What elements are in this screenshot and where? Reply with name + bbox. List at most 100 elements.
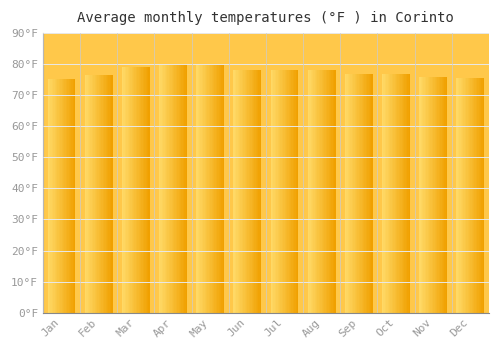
Bar (278, 70, 279, 313)
Bar (349, 74, 350, 313)
Bar (72, 79, 74, 313)
Bar (166, 64, 168, 313)
Bar (327, 70, 328, 313)
Bar (399, 74, 400, 313)
Bar (242, 70, 243, 313)
Bar (294, 70, 296, 313)
Bar (320, 70, 322, 313)
Bar (183, 64, 184, 313)
Bar (250, 70, 252, 313)
Bar (172, 64, 173, 313)
Bar (466, 78, 468, 313)
Bar (446, 77, 447, 313)
Bar (253, 70, 254, 313)
Bar (186, 64, 187, 313)
Bar (56, 79, 58, 313)
Bar (297, 70, 298, 313)
Bar (433, 77, 434, 313)
Bar (92, 75, 93, 313)
Bar (326, 70, 327, 313)
Bar (324, 70, 326, 313)
Bar (394, 74, 396, 313)
Bar (367, 74, 368, 313)
Bar (323, 70, 324, 313)
Bar (400, 74, 402, 313)
Bar (314, 70, 316, 313)
Bar (330, 70, 332, 313)
Bar (220, 65, 222, 313)
Bar (470, 78, 472, 313)
Bar (222, 65, 224, 313)
Bar (426, 77, 428, 313)
Bar (372, 74, 373, 313)
Bar (170, 64, 172, 313)
Bar (74, 79, 76, 313)
Bar (270, 70, 272, 313)
Bar (182, 64, 183, 313)
Bar (130, 67, 132, 313)
Bar (280, 70, 281, 313)
Bar (88, 75, 89, 313)
Bar (236, 70, 238, 313)
Bar (129, 67, 130, 313)
Bar (318, 70, 319, 313)
Bar (434, 77, 436, 313)
Bar (393, 74, 394, 313)
Bar (334, 70, 336, 313)
Bar (436, 77, 438, 313)
Bar (276, 70, 278, 313)
Bar (429, 77, 430, 313)
Bar (310, 70, 312, 313)
Bar (173, 64, 174, 313)
Bar (288, 70, 290, 313)
Bar (132, 67, 133, 313)
Bar (100, 75, 102, 313)
Bar (432, 77, 433, 313)
Bar (272, 70, 274, 313)
Bar (408, 74, 410, 313)
Bar (316, 70, 318, 313)
Bar (346, 74, 348, 313)
Bar (283, 70, 284, 313)
Bar (419, 77, 420, 313)
Bar (159, 64, 160, 313)
Bar (104, 75, 106, 313)
Bar (199, 65, 200, 313)
Bar (472, 78, 473, 313)
Bar (148, 67, 150, 313)
Bar (136, 67, 138, 313)
Bar (473, 78, 474, 313)
Bar (85, 75, 86, 313)
Bar (176, 64, 177, 313)
Bar (350, 74, 352, 313)
Bar (174, 64, 176, 313)
Bar (443, 77, 444, 313)
Bar (442, 77, 443, 313)
Bar (392, 74, 393, 313)
Bar (70, 79, 71, 313)
Bar (403, 74, 404, 313)
Bar (458, 78, 459, 313)
Bar (464, 78, 466, 313)
Bar (260, 70, 262, 313)
Bar (90, 75, 92, 313)
Bar (407, 74, 408, 313)
Bar (286, 70, 288, 313)
Bar (244, 70, 246, 313)
Bar (385, 74, 386, 313)
Bar (146, 67, 147, 313)
Bar (333, 70, 334, 313)
Bar (274, 70, 275, 313)
Bar (360, 74, 362, 313)
Bar (462, 78, 464, 313)
Bar (144, 67, 146, 313)
Bar (48, 79, 49, 313)
Bar (290, 70, 292, 313)
Bar (358, 74, 359, 313)
Bar (292, 70, 293, 313)
Bar (328, 70, 330, 313)
Bar (240, 70, 242, 313)
Bar (368, 74, 370, 313)
Bar (363, 74, 364, 313)
Bar (352, 74, 354, 313)
